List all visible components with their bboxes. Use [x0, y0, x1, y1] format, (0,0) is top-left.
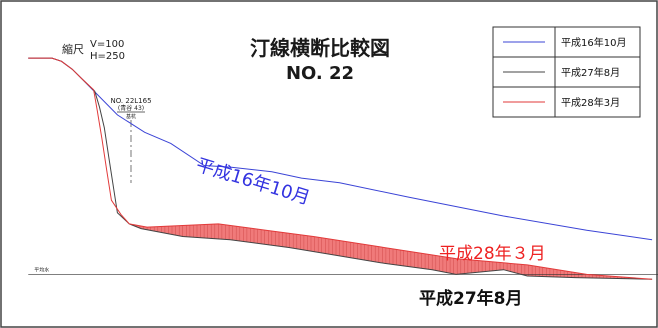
chart-title: 汀線横断比較図 — [250, 36, 390, 60]
annotation-h16: 平成16年10月 — [194, 155, 313, 210]
legend-label: 平成16年10月 — [561, 36, 626, 49]
marker-sublabel: (青谷 43) — [118, 104, 144, 112]
series-line — [28, 57, 653, 280]
legend-label: 平成28年3月 — [561, 96, 620, 109]
annotation-h27: 平成27年8月 — [419, 288, 523, 309]
series-layer — [28, 57, 653, 280]
water-level-label: 平均水 — [34, 266, 49, 273]
marker-label: NO. 22L165 — [110, 97, 151, 105]
scale-h: H=250 — [90, 51, 125, 62]
annotation-h28: 平成28年３月 — [439, 244, 546, 264]
chart-subtitle: NO. 22 — [286, 63, 354, 84]
legend-label: 平成27年8月 — [561, 66, 620, 79]
scale-v: V=100 — [90, 39, 124, 50]
marker-tag: 基杭 — [126, 113, 136, 120]
scale-label: 縮尺 — [62, 42, 84, 56]
erosion-fill — [125, 219, 650, 280]
legend: 平成16年10月 平成27年8月 平成28年3月 — [492, 26, 641, 118]
